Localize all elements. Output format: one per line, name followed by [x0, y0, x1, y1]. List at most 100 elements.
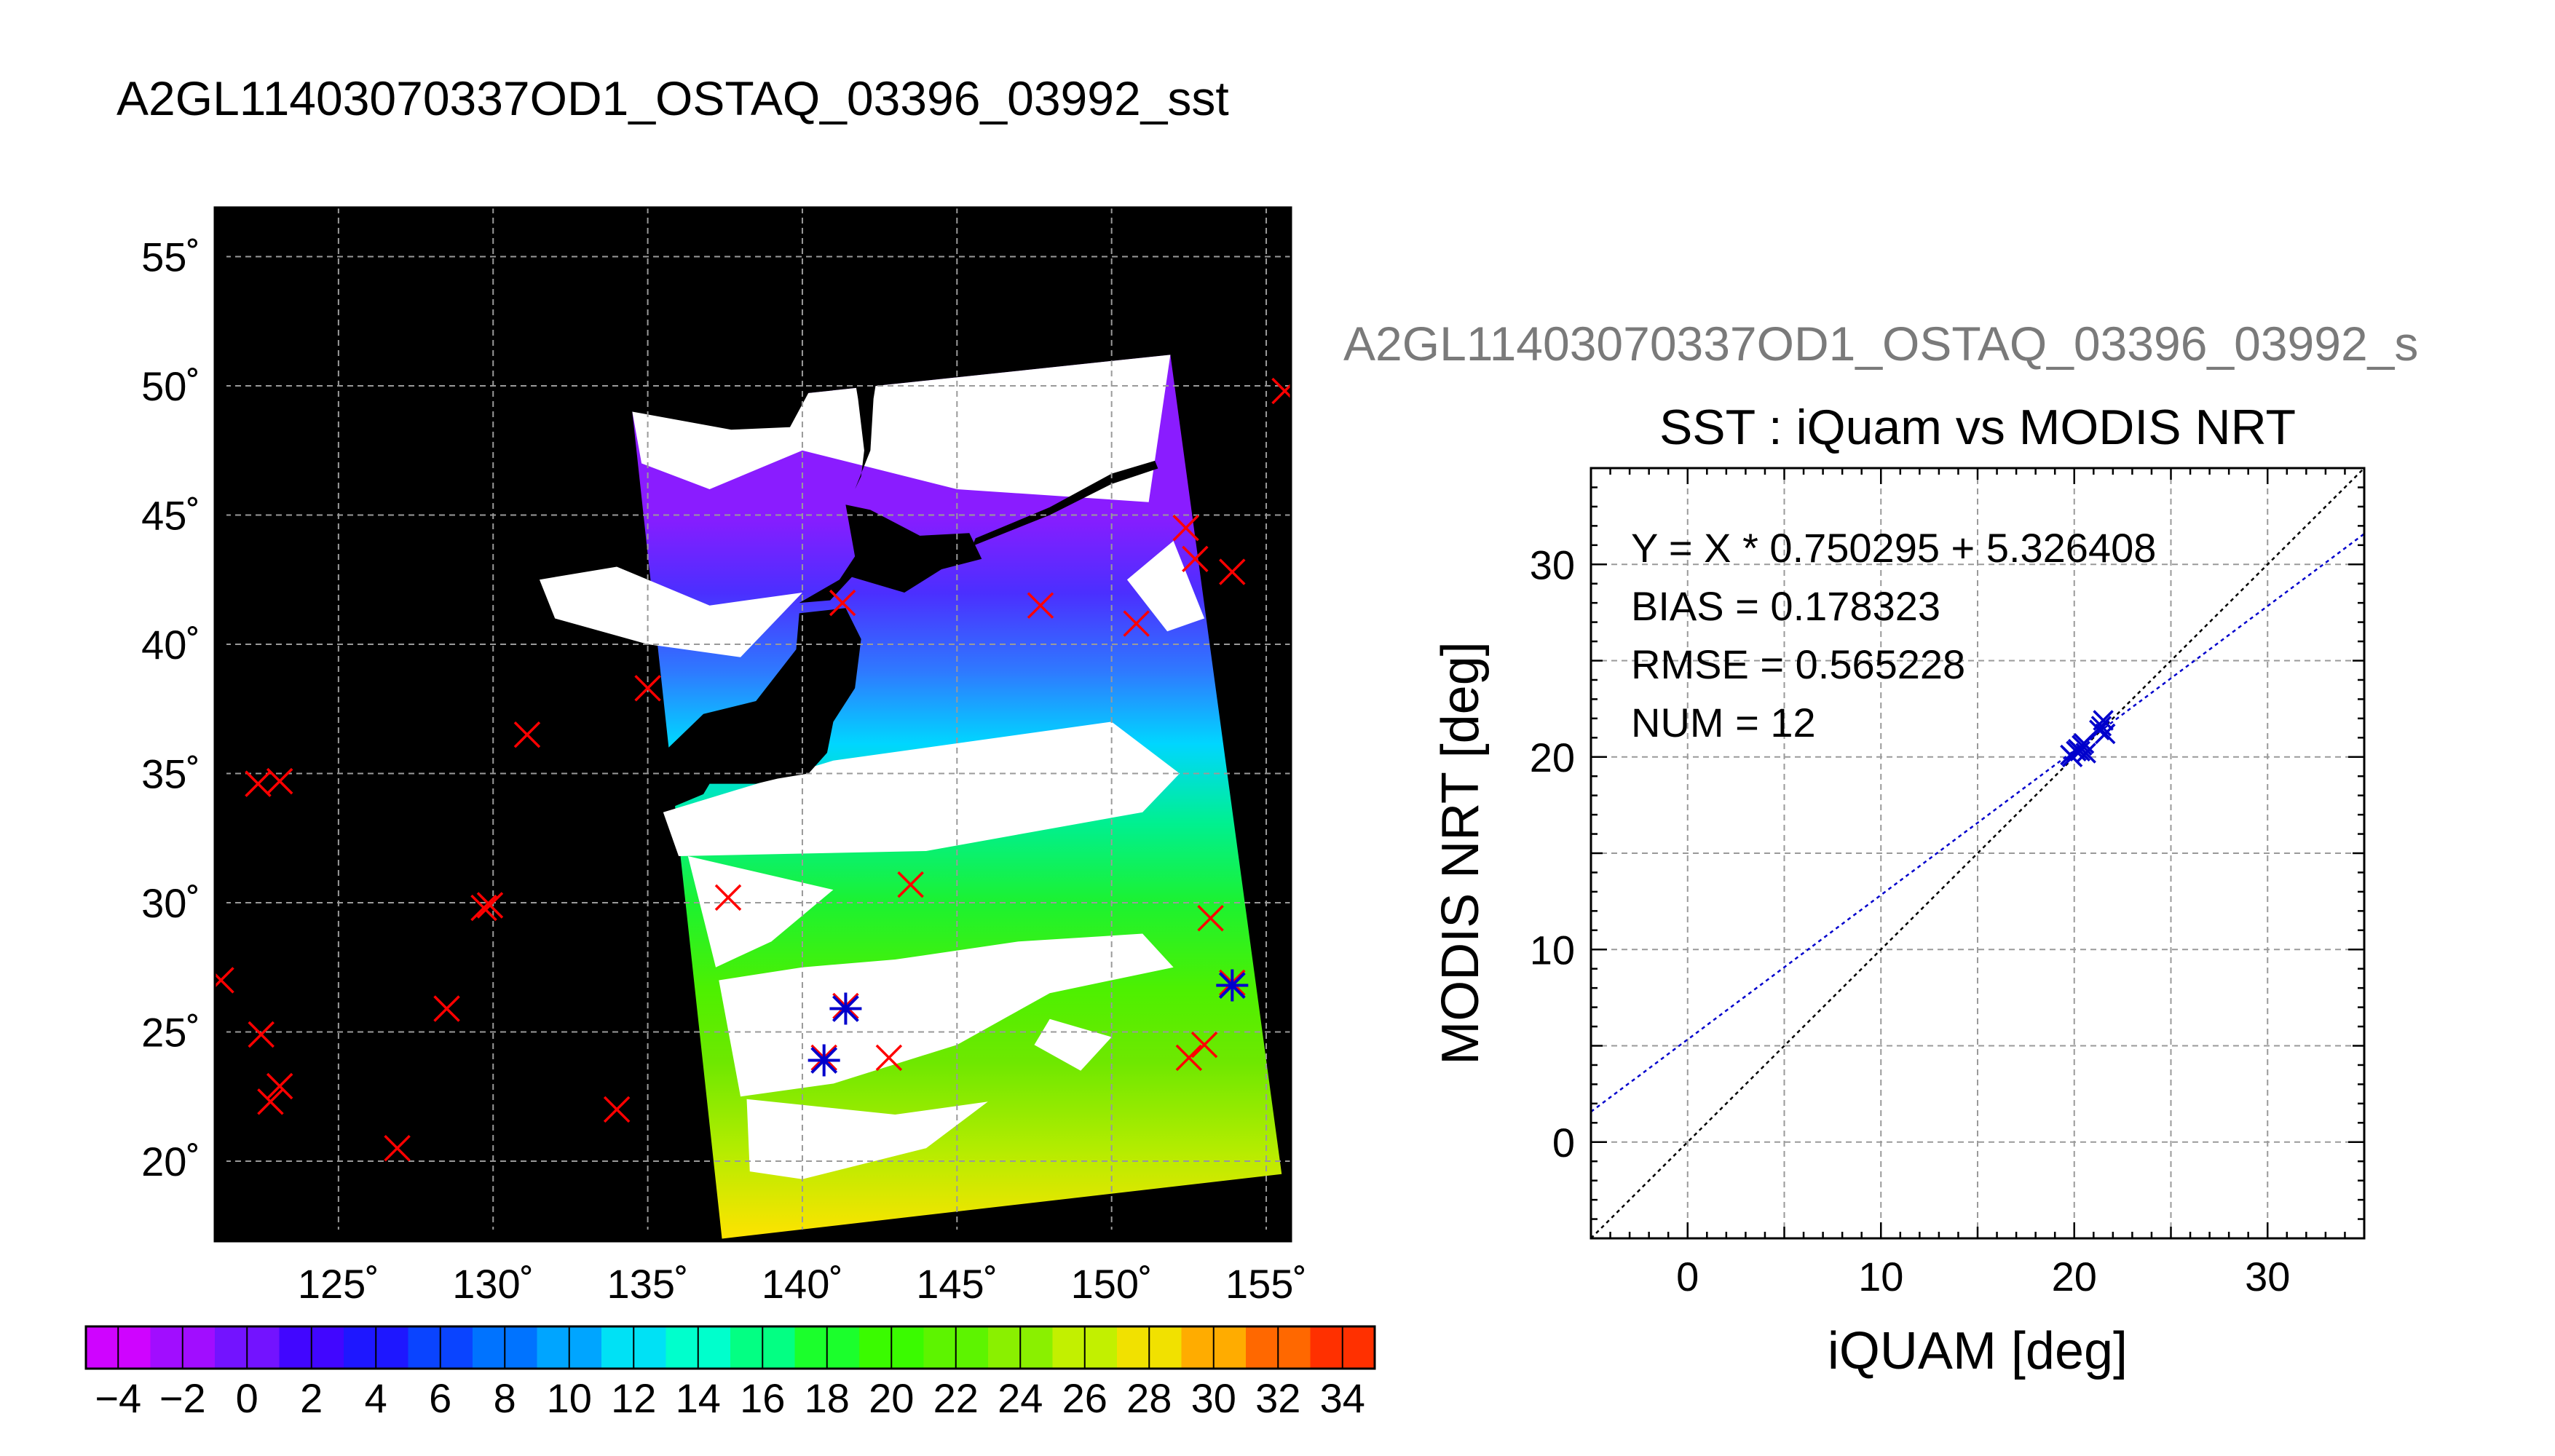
buoy-x-marker — [476, 892, 504, 919]
scatter-title: SST : iQuam vs MODIS NRT — [1659, 400, 2296, 455]
map-ticks: 125˚ 130˚ 135˚ 140˚ 145˚ 150˚ 155˚ 20˚ 25˚ 30˚ 35˚… — [141, 234, 1307, 1307]
landmass — [799, 505, 982, 604]
y-axis-label: MODIS NRT [deg] — [1431, 641, 1490, 1065]
colorbar: −4 −2 0 2 4 6 8 10 12 14 16 18 20 22 24 26 28 30 32 34 — [84, 1325, 1376, 1421]
map-lat-label: 35˚ — [141, 751, 200, 796]
buoy-x-marker — [1271, 383, 1291, 405]
buoy-x-marker — [1190, 1031, 1218, 1059]
colorbar-tick-label: 14 — [676, 1375, 721, 1421]
scatter-y-tick-label: 10 — [1530, 927, 1575, 973]
cloud-patch — [663, 721, 1180, 857]
landmass — [481, 608, 861, 872]
colorbar-tick-label: 26 — [1062, 1375, 1107, 1421]
colorbar-tick-label: 2 — [300, 1375, 323, 1421]
map-lat-label: 30˚ — [141, 880, 200, 926]
colorbar-tick-label: 8 — [494, 1375, 516, 1421]
scatter-y-tick-label: 0 — [1552, 1120, 1575, 1166]
cloud-patch — [539, 566, 802, 657]
map-lon-label: 150˚ — [1071, 1261, 1153, 1307]
cloud-patch — [687, 856, 834, 968]
buoy-x-marker — [897, 871, 924, 898]
cloud-patch — [746, 1099, 988, 1179]
buoy-x-marker — [266, 1072, 293, 1100]
scatter-point — [2061, 746, 2083, 767]
map-grid — [215, 207, 1291, 1241]
buoy-x-marker — [1197, 905, 1224, 932]
colorbar-tick-label: 28 — [1126, 1375, 1172, 1421]
match-star-marker — [1218, 972, 1246, 999]
scatter-grid — [1591, 468, 2364, 1238]
fit-equation: Y = X * 0.750295 + 5.326408 — [1631, 525, 2156, 571]
buoy-x-marker — [215, 967, 234, 989]
colorbar-tick-label: −4 — [95, 1375, 141, 1421]
buoy-x-marker — [257, 1088, 284, 1115]
num-value: NUM = 12 — [1631, 700, 1816, 745]
colorbar-tick-label: 16 — [740, 1375, 785, 1421]
landmass — [317, 571, 512, 779]
buoy-x-marker — [513, 721, 541, 748]
colorbar-tick-label: 22 — [933, 1375, 979, 1421]
map-lat-label: 40˚ — [141, 622, 200, 668]
map-lat-label: 20˚ — [141, 1139, 200, 1184]
colorbar-tick-label: 0 — [236, 1375, 258, 1421]
scatter-x-tick-label: 10 — [1858, 1254, 1903, 1299]
cloud-cover — [539, 355, 1205, 1179]
map-lat-label: 45˚ — [141, 492, 200, 538]
colorbar-tick-label: 24 — [998, 1375, 1043, 1421]
buoy-x-marker — [1172, 514, 1199, 542]
land-masses — [317, 207, 1158, 872]
buoy-x-marker — [634, 675, 661, 702]
buoy-x-marker — [1219, 558, 1246, 585]
landmass — [972, 460, 1158, 547]
scatter-panel: SST : iQuam vs MODIS NRT 0 10 20 300102030 … — [1431, 400, 2366, 1380]
buoy-x-marker — [248, 1021, 275, 1048]
map-lon-label: 130˚ — [452, 1261, 534, 1307]
colorbar-tick-label: 34 — [1320, 1375, 1365, 1421]
fit-line — [1591, 533, 2364, 1113]
colorbar-tick-label: −2 — [159, 1375, 206, 1421]
buoy-x-marker — [1175, 1044, 1203, 1072]
buoy-x-marker — [603, 1096, 631, 1123]
buoy-x-marker — [714, 884, 742, 911]
buoy-x-marker — [384, 1134, 411, 1162]
cloud-patch — [719, 933, 1174, 1097]
colorbar-tick-label: 20 — [869, 1375, 914, 1421]
map-lon-label: 155˚ — [1225, 1261, 1307, 1307]
main-title: A2GL11403070337OD1_OSTAQ_03396_03992_sst — [117, 71, 1229, 125]
match-star-marker — [810, 1047, 838, 1074]
buoy-x-marker — [470, 894, 497, 922]
colorbar-tick-label: 18 — [805, 1375, 850, 1421]
match-star-marker — [832, 995, 859, 1022]
scatter-x-tick-label: 0 — [1676, 1254, 1699, 1299]
x-axis-label: iQUAM [deg] — [1828, 1322, 2128, 1380]
colorbar-tick-label: 6 — [429, 1375, 451, 1421]
map-frame — [213, 206, 1292, 1243]
scatter-x-tick-label: 30 — [2245, 1254, 2290, 1299]
buoy-x-marker — [1123, 610, 1150, 637]
map-lon-label: 125˚ — [298, 1261, 379, 1307]
colorbar-frame — [84, 1325, 1376, 1370]
scatter-ticks: 0 10 20 30 0 10 20 30 — [1530, 467, 2366, 1299]
rmse-value: RMSE = 0.565228 — [1631, 641, 1965, 687]
map-lon-label: 135˚ — [607, 1261, 689, 1307]
scatter-points — [2060, 710, 2116, 767]
map-lat-label: 50˚ — [141, 363, 200, 409]
map-panel: 125˚ 130˚ 135˚ 140˚ 145˚ 150˚ 155˚ 20˚ 25˚ 30˚ 35˚… — [141, 206, 1307, 1307]
buoy-x-marker — [829, 589, 856, 617]
buoy-x-marker — [875, 1044, 903, 1072]
cloud-patch — [1126, 540, 1205, 632]
colorbar-tick-label: 30 — [1191, 1375, 1236, 1421]
fit-annotations: Y = X * 0.750295 + 5.326408 BIAS = 0.178… — [1631, 525, 2156, 745]
map-lon-label: 140˚ — [762, 1261, 843, 1307]
landmass — [585, 207, 957, 489]
scatter-point — [2090, 716, 2112, 737]
scatter-point — [2075, 743, 2096, 764]
bias-value: BIAS = 0.178323 — [1631, 583, 1940, 629]
buoy-x-marker — [266, 767, 293, 795]
buoy-x-marker — [1027, 592, 1054, 619]
scatter-point — [2094, 723, 2116, 745]
colorbar-tick-label: 32 — [1255, 1375, 1300, 1421]
colorbar-tick-label: 10 — [547, 1375, 592, 1421]
buoy-x-marker — [245, 770, 272, 797]
